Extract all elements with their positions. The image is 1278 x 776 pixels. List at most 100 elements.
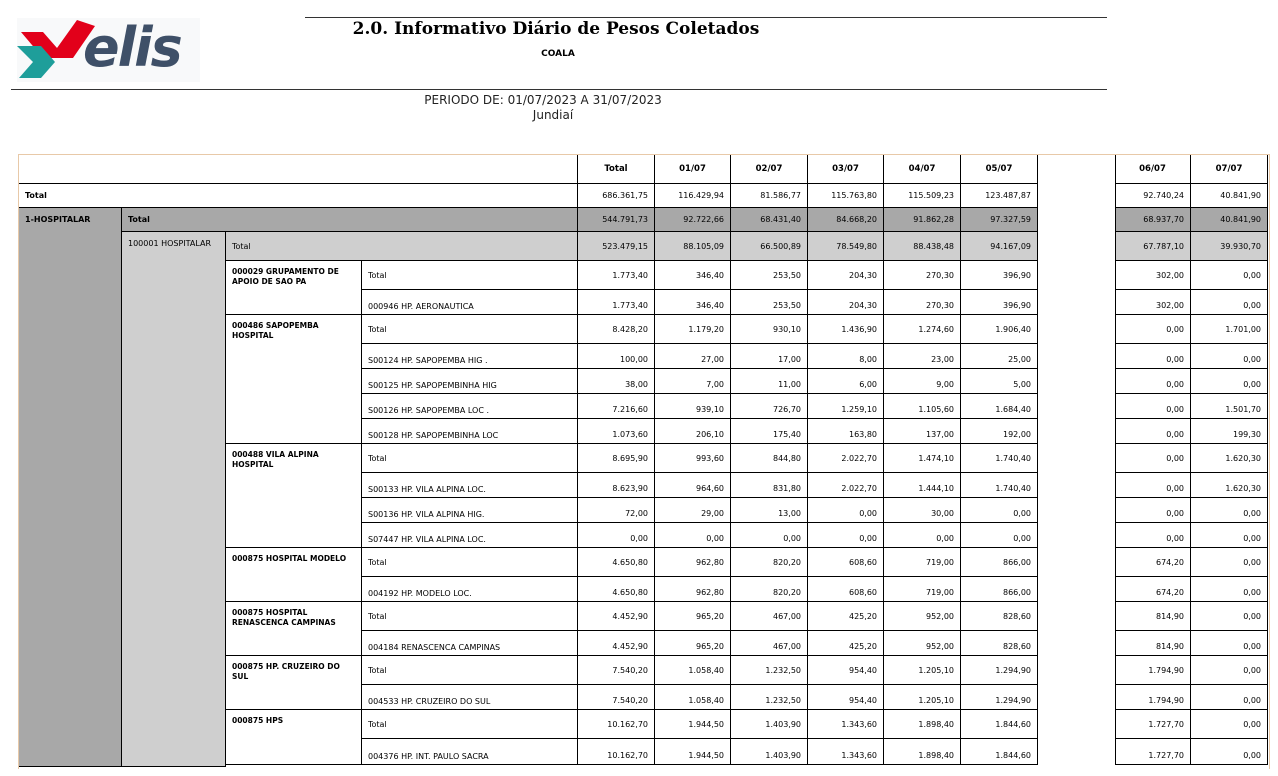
header-blank (19, 155, 578, 184)
value-cell: 30,00 (884, 498, 961, 523)
value-cell: 1.740,40 (961, 444, 1038, 473)
site-label: S00128 HP. SAPOPEMBINHA LOC (362, 419, 578, 444)
value-cell: 4.452,90 (578, 602, 655, 631)
value-cell: 396,90 (961, 290, 1038, 315)
column-header: 01/07 (655, 155, 731, 184)
value-cell: 0,00 (578, 523, 655, 548)
site-label: 000946 HP. AERONAUTICA (362, 290, 578, 315)
value-cell: 66.500,89 (731, 232, 808, 261)
value-cell: 1.794,90 (1115, 656, 1191, 685)
value-cell: 2.022,70 (808, 473, 884, 498)
value-cell: 137,00 (884, 419, 961, 444)
value-cell: 686.361,75 (578, 184, 655, 208)
client-name: 000875 HOSPITAL MODELO (226, 548, 362, 602)
value-cell: 88.438,48 (884, 232, 961, 261)
value-cell: 1.620,30 (1191, 444, 1268, 473)
site-label: S00133 HP. VILA ALPINA LOC. (362, 473, 578, 498)
value-cell: 844,80 (731, 444, 808, 473)
subgroup-total-label: Total (226, 232, 578, 261)
value-cell: 1.343,60 (808, 739, 884, 765)
value-cell: 1.073,60 (578, 419, 655, 444)
value-cell: 0,00 (1191, 290, 1268, 315)
value-cell: 814,90 (1115, 631, 1191, 656)
column-gap (1038, 261, 1116, 290)
site-label: S00126 HP. SAPOPEMBA LOC . (362, 394, 578, 419)
value-cell: 78.549,80 (808, 232, 884, 261)
column-header: 06/07 (1115, 155, 1191, 184)
value-cell: 1.205,10 (884, 685, 961, 710)
client-name: 000486 SAPOPEMBA HOSPITAL (226, 315, 362, 444)
value-cell: 13,00 (731, 498, 808, 523)
value-cell: 0,00 (1191, 739, 1268, 765)
value-cell: 115.509,23 (884, 184, 961, 208)
value-cell: 302,00 (1115, 290, 1191, 315)
column-gap (1038, 394, 1116, 419)
value-cell: 962,80 (655, 548, 731, 577)
value-cell: 40.841,90 (1191, 208, 1268, 232)
value-cell: 115.763,80 (808, 184, 884, 208)
value-cell: 7.540,20 (578, 685, 655, 710)
value-cell: 2.022,70 (808, 444, 884, 473)
value-cell: 0,00 (1115, 369, 1191, 394)
value-cell: 1.205,10 (884, 656, 961, 685)
value-cell: 23,00 (884, 344, 961, 369)
value-cell: 866,00 (961, 577, 1038, 602)
value-cell: 965,20 (655, 602, 731, 631)
value-cell: 965,20 (655, 631, 731, 656)
value-cell: 954,40 (808, 685, 884, 710)
column-header: 07/07 (1191, 155, 1268, 184)
value-cell: 92.740,24 (1115, 184, 1191, 208)
value-cell: 68.937,70 (1115, 208, 1191, 232)
period-label: PERIODO DE: 01/07/2023 A 31/07/2023 (424, 93, 662, 107)
value-cell: 175,40 (731, 419, 808, 444)
value-cell: 608,60 (808, 548, 884, 577)
value-cell: 81.586,77 (731, 184, 808, 208)
client-name: 000875 HPS (226, 710, 362, 765)
site-label: 004192 HP. MODELO LOC. (362, 577, 578, 602)
value-cell: 91.862,28 (884, 208, 961, 232)
value-cell: 1.684,40 (961, 394, 1038, 419)
value-cell: 0,00 (1115, 473, 1191, 498)
value-cell: 1.773,40 (578, 261, 655, 290)
column-gap (1038, 473, 1116, 498)
column-gap (1038, 739, 1116, 765)
value-cell: 964,60 (655, 473, 731, 498)
column-header: 02/07 (731, 155, 808, 184)
value-cell: 0,00 (1191, 710, 1268, 739)
client-name: 000875 HOSPITAL RENASCENCA CAMPINAS (226, 602, 362, 656)
site-label: 004533 HP. CRUZEIRO DO SUL (362, 685, 578, 710)
value-cell: 10.162,70 (578, 739, 655, 765)
value-cell: 0,00 (655, 523, 731, 548)
value-cell: 302,00 (1115, 261, 1191, 290)
value-cell: 4.452,90 (578, 631, 655, 656)
value-cell: 1.058,40 (655, 656, 731, 685)
value-cell: 206,10 (655, 419, 731, 444)
value-cell: 674,20 (1115, 577, 1191, 602)
column-gap (1038, 208, 1116, 232)
value-cell: 939,10 (655, 394, 731, 419)
column-gap (1038, 548, 1116, 577)
value-cell: 123.487,87 (961, 184, 1038, 208)
value-cell: 1.403,90 (731, 710, 808, 739)
value-cell: 39.930,70 (1191, 232, 1268, 261)
value-cell: 866,00 (961, 548, 1038, 577)
value-cell: 1.773,40 (578, 290, 655, 315)
value-cell: 29,00 (655, 498, 731, 523)
value-cell: 1.294,90 (961, 656, 1038, 685)
group-label: 1-HOSPITALAR (19, 208, 122, 767)
header-rule (11, 89, 1107, 90)
client-name: 000875 HP. CRUZEIRO DO SUL (226, 656, 362, 710)
value-cell: 467,00 (731, 602, 808, 631)
value-cell: 92.722,66 (655, 208, 731, 232)
value-cell: 1.343,60 (808, 710, 884, 739)
client-total-label: Total (362, 261, 578, 290)
value-cell: 253,50 (731, 261, 808, 290)
value-cell: 1.232,50 (731, 656, 808, 685)
elis-logo: elis (17, 16, 200, 82)
value-cell: 820,20 (731, 577, 808, 602)
value-cell: 0,00 (961, 498, 1038, 523)
column-header: 05/07 (961, 155, 1038, 184)
top-rule (305, 17, 1107, 18)
value-cell: 27,00 (655, 344, 731, 369)
logo-wordmark: elis (83, 16, 183, 79)
